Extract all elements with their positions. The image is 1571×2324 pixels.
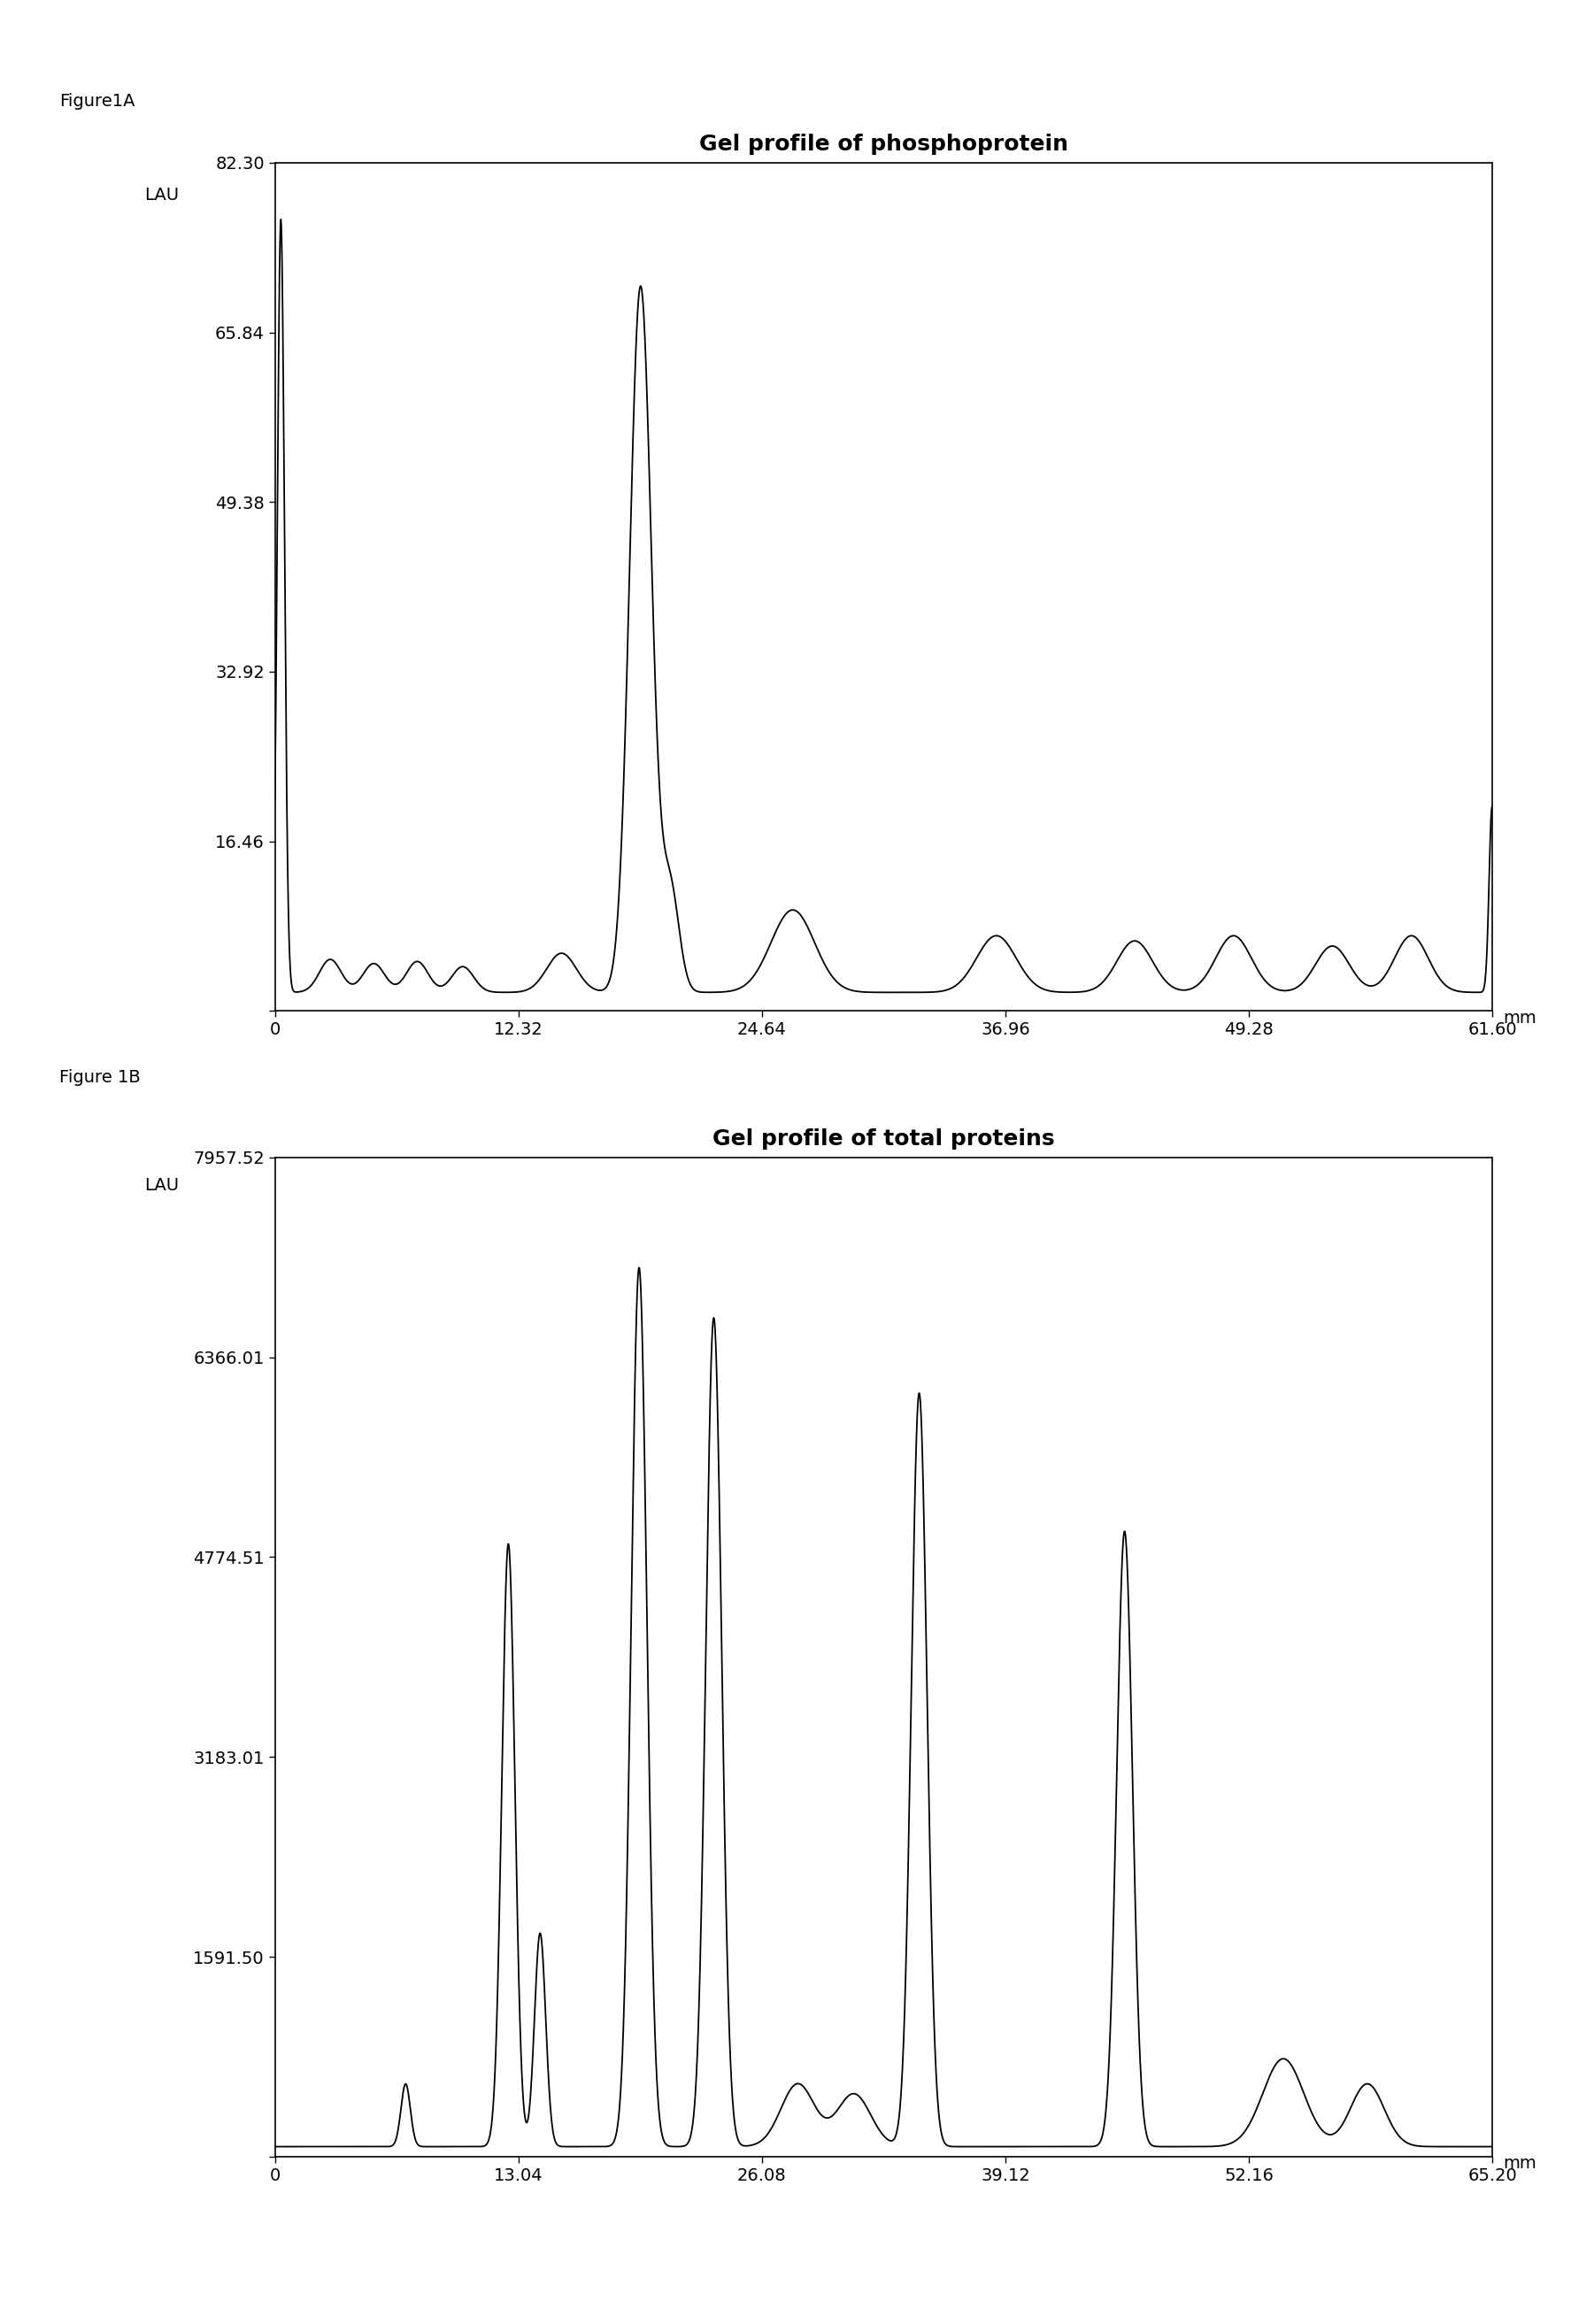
Text: mm: mm: [1503, 2154, 1536, 2173]
Title: Gel profile of total proteins: Gel profile of total proteins: [713, 1127, 1054, 1150]
Text: LAU: LAU: [145, 1176, 179, 1195]
Title: Gel profile of phosphoprotein: Gel profile of phosphoprotein: [699, 132, 1068, 156]
Text: LAU: LAU: [145, 186, 179, 205]
Text: mm: mm: [1503, 1009, 1536, 1027]
Text: Figure1A: Figure1A: [60, 93, 135, 109]
Text: Figure 1B: Figure 1B: [60, 1069, 141, 1085]
